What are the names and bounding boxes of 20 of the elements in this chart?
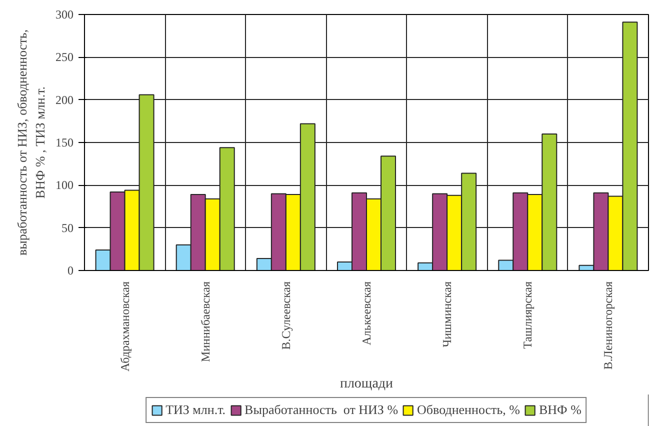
x-tick-label: В.Сулеевская <box>278 281 293 350</box>
y-axis-title: выработанность от НИЗ, обводненность, ВНФ % , ТИЗ млн.т. <box>14 29 48 256</box>
y-tick-label: 0 <box>68 264 74 278</box>
y-tick-label: 250 <box>56 50 74 64</box>
x-tick-label: Ташлиярская <box>520 281 535 349</box>
x-axis-title: площади <box>340 376 394 392</box>
x-tick-label: Чишминская <box>440 281 454 348</box>
legend-label: ТИЗ млн.т. <box>166 402 226 418</box>
legend-label: Обводненность, % <box>417 402 520 418</box>
y-tick-label: 150 <box>56 136 74 150</box>
x-tick-label: Алькеевская <box>360 281 374 346</box>
y-tick-label: 100 <box>56 178 74 192</box>
y-tick-label: 200 <box>56 92 74 107</box>
y-tick-label: 300 <box>56 8 74 22</box>
legend-label: Выработанность от НИЗ % <box>244 402 398 418</box>
x-tick-label: В.Лениногорская <box>601 281 616 370</box>
y-tick-label: 50 <box>62 220 74 235</box>
x-tick-label: Миннибаевская <box>198 281 212 362</box>
x-tick-label: Абдрахмановская <box>118 281 132 372</box>
legend-label: ВНФ % <box>539 402 582 418</box>
